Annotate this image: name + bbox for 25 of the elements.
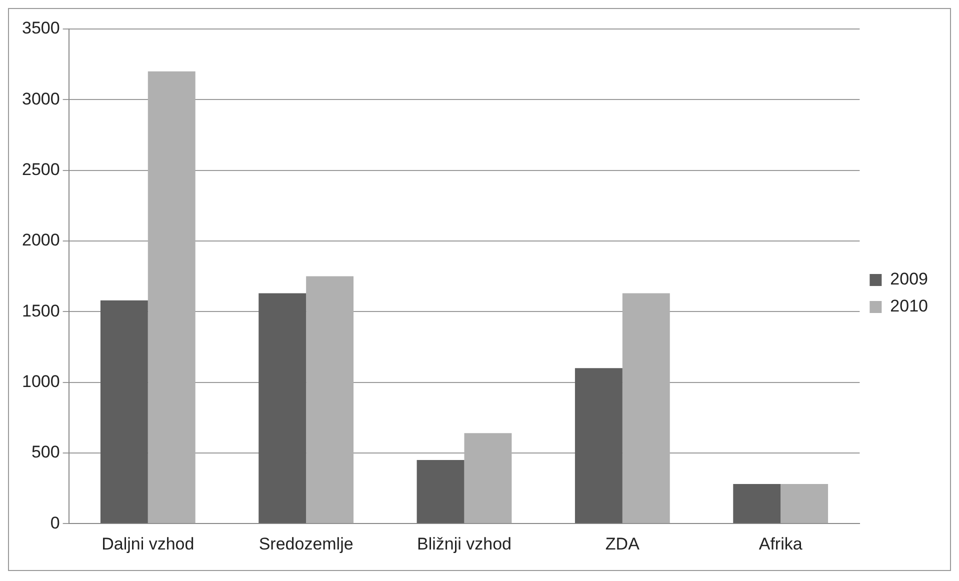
bar [780,484,828,524]
x-tick-label: Afrika [758,534,803,554]
y-tick-label: 1500 [22,301,60,320]
y-tick-label: 0 [50,513,60,532]
bar [258,293,306,524]
bar [306,276,354,524]
x-tick-label: Bližnji vzhod [417,534,512,554]
y-tick-label: 1000 [22,372,60,391]
bar [148,71,196,524]
bar [416,460,464,524]
y-tick-label: 500 [31,442,60,462]
bar [464,433,512,524]
legend-label: 2009 [890,270,928,289]
x-tick-label: ZDA [605,534,640,554]
y-tick-label: 3500 [22,18,60,38]
bar [574,368,622,524]
bar [733,484,781,524]
x-tick-label: Sredozemlje [258,534,354,554]
legend-label: 2010 [890,296,928,316]
bar [622,293,670,524]
y-tick-label: 2000 [22,230,60,250]
bar [100,300,148,524]
y-tick-label: 3000 [22,89,60,108]
x-tick-label: Daljni vzhod [102,534,194,554]
y-tick-label: 2500 [22,160,60,179]
